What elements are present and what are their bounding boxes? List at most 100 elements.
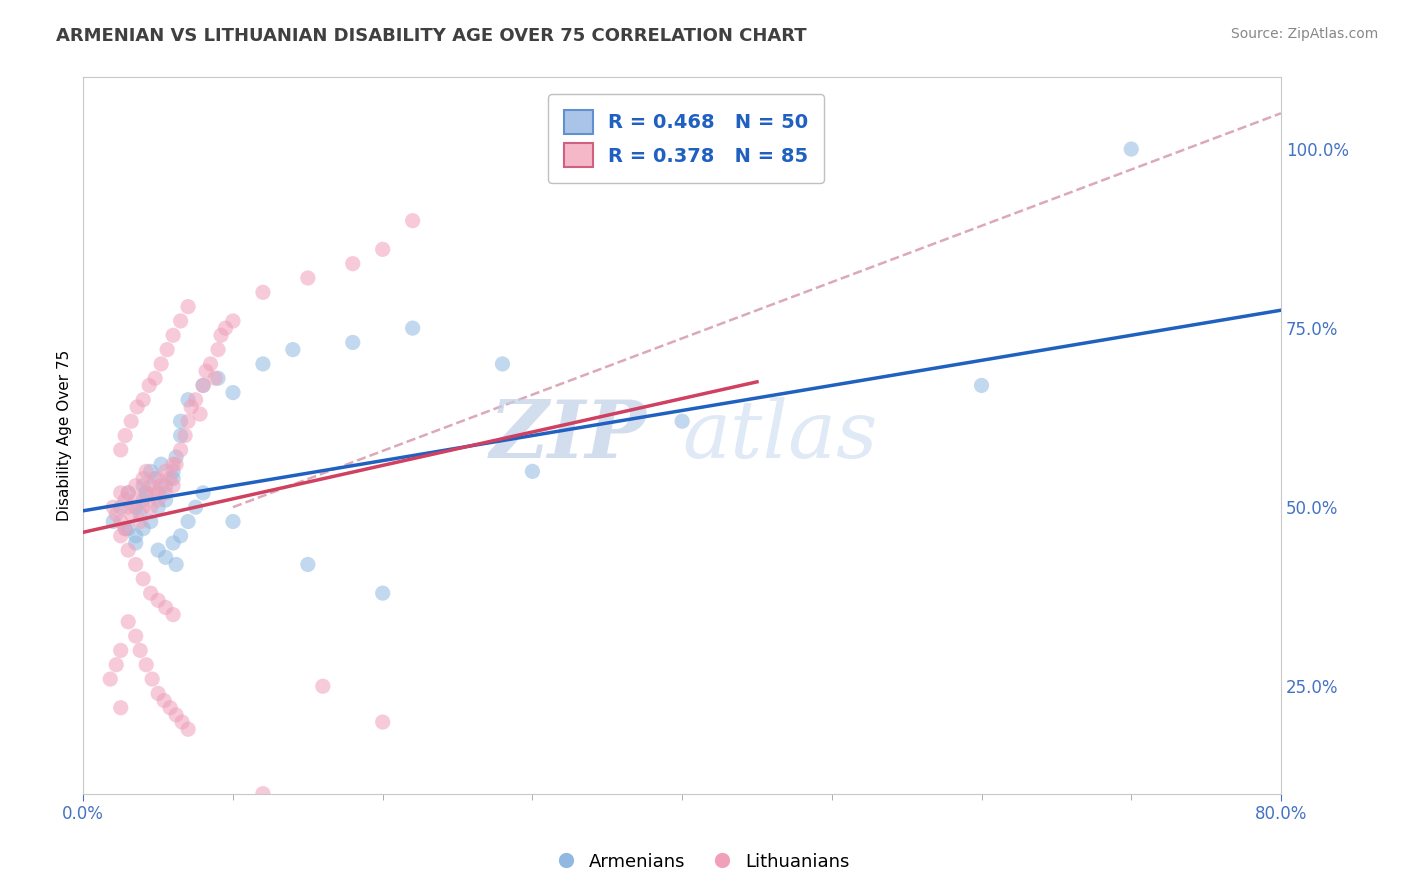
Point bbox=[165, 558, 187, 572]
Point bbox=[371, 586, 394, 600]
Point bbox=[169, 529, 191, 543]
Point bbox=[401, 321, 423, 335]
Point bbox=[143, 486, 166, 500]
Point bbox=[169, 314, 191, 328]
Point bbox=[110, 643, 132, 657]
Point bbox=[105, 657, 128, 672]
Point bbox=[139, 586, 162, 600]
Point bbox=[165, 457, 187, 471]
Point bbox=[125, 558, 148, 572]
Point bbox=[342, 257, 364, 271]
Point bbox=[222, 515, 245, 529]
Point bbox=[129, 643, 152, 657]
Point bbox=[117, 522, 139, 536]
Point bbox=[970, 378, 993, 392]
Point bbox=[127, 400, 149, 414]
Point bbox=[165, 450, 187, 464]
Point bbox=[146, 493, 169, 508]
Point bbox=[371, 243, 394, 257]
Point bbox=[491, 357, 513, 371]
Point bbox=[135, 486, 157, 500]
Point bbox=[162, 607, 184, 622]
Point bbox=[522, 464, 544, 478]
Point bbox=[139, 464, 162, 478]
Point bbox=[110, 700, 132, 714]
Legend: R = 0.468   N = 50, R = 0.378   N = 85: R = 0.468 N = 50, R = 0.378 N = 85 bbox=[548, 95, 824, 183]
Point bbox=[114, 493, 136, 508]
Legend: Armenians, Lithuanians: Armenians, Lithuanians bbox=[550, 846, 856, 879]
Point bbox=[135, 657, 157, 672]
Point bbox=[117, 543, 139, 558]
Point bbox=[103, 515, 125, 529]
Point bbox=[184, 392, 207, 407]
Point bbox=[125, 500, 148, 515]
Point bbox=[169, 442, 191, 457]
Point bbox=[132, 471, 155, 485]
Point bbox=[177, 300, 200, 314]
Point bbox=[125, 536, 148, 550]
Point bbox=[150, 357, 173, 371]
Point bbox=[162, 457, 184, 471]
Point bbox=[150, 457, 173, 471]
Point bbox=[153, 693, 176, 707]
Point bbox=[110, 500, 132, 515]
Point bbox=[342, 335, 364, 350]
Point bbox=[110, 486, 132, 500]
Point bbox=[671, 414, 693, 428]
Y-axis label: Disability Age Over 75: Disability Age Over 75 bbox=[58, 350, 72, 521]
Point bbox=[98, 672, 121, 686]
Point bbox=[165, 707, 187, 722]
Point bbox=[125, 529, 148, 543]
Point bbox=[191, 486, 214, 500]
Point bbox=[297, 558, 319, 572]
Point bbox=[143, 371, 166, 385]
Point bbox=[143, 471, 166, 485]
Point bbox=[129, 508, 152, 522]
Point bbox=[162, 536, 184, 550]
Point bbox=[222, 385, 245, 400]
Point bbox=[132, 522, 155, 536]
Point bbox=[297, 271, 319, 285]
Point bbox=[132, 478, 155, 492]
Point bbox=[146, 686, 169, 700]
Point bbox=[200, 357, 222, 371]
Point bbox=[114, 522, 136, 536]
Point bbox=[191, 378, 214, 392]
Point bbox=[162, 464, 184, 478]
Point bbox=[177, 515, 200, 529]
Point bbox=[214, 321, 236, 335]
Point bbox=[312, 679, 335, 693]
Point bbox=[222, 314, 245, 328]
Point bbox=[155, 550, 177, 565]
Point bbox=[156, 343, 179, 357]
Point bbox=[117, 486, 139, 500]
Point bbox=[174, 428, 197, 442]
Point bbox=[281, 343, 304, 357]
Point bbox=[172, 714, 194, 729]
Point bbox=[177, 414, 200, 428]
Text: ARMENIAN VS LITHUANIAN DISABILITY AGE OVER 75 CORRELATION CHART: ARMENIAN VS LITHUANIAN DISABILITY AGE OV… bbox=[56, 27, 807, 45]
Point bbox=[110, 529, 132, 543]
Point bbox=[132, 392, 155, 407]
Point bbox=[120, 508, 142, 522]
Point bbox=[125, 478, 148, 492]
Point bbox=[207, 371, 229, 385]
Point bbox=[120, 414, 142, 428]
Point bbox=[195, 364, 218, 378]
Point bbox=[169, 414, 191, 428]
Point bbox=[110, 515, 132, 529]
Point bbox=[125, 493, 148, 508]
Point bbox=[177, 723, 200, 737]
Text: Source: ZipAtlas.com: Source: ZipAtlas.com bbox=[1230, 27, 1378, 41]
Point bbox=[159, 700, 181, 714]
Point bbox=[209, 328, 232, 343]
Point bbox=[125, 629, 148, 643]
Point bbox=[135, 486, 157, 500]
Point bbox=[105, 508, 128, 522]
Point bbox=[159, 471, 181, 485]
Point bbox=[139, 515, 162, 529]
Point bbox=[132, 493, 155, 508]
Point bbox=[155, 600, 177, 615]
Point bbox=[401, 213, 423, 227]
Point bbox=[1121, 142, 1143, 156]
